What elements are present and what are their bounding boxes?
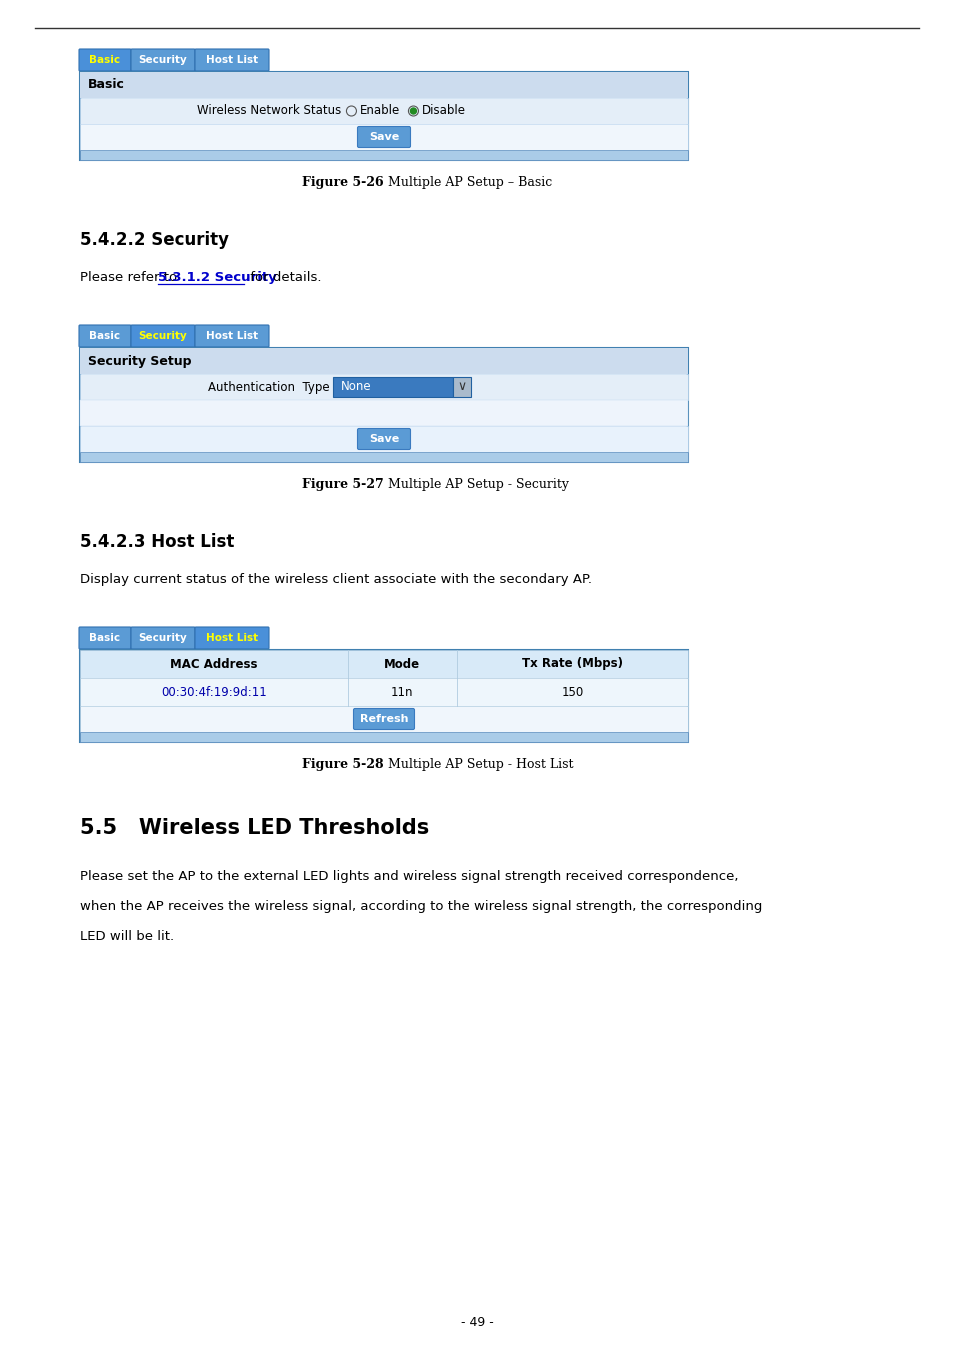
Text: Host List: Host List — [206, 633, 258, 643]
Bar — [80, 124, 687, 150]
Bar — [453, 377, 471, 397]
Bar — [80, 99, 687, 124]
Text: Display current status of the wireless client associate with the secondary AP.: Display current status of the wireless c… — [80, 572, 592, 586]
Text: - 49 -: - 49 - — [460, 1315, 493, 1328]
Text: Save: Save — [369, 433, 398, 444]
Text: MAC Address: MAC Address — [170, 657, 257, 671]
Text: 150: 150 — [560, 686, 583, 698]
Bar — [333, 377, 453, 397]
Text: Enable: Enable — [359, 104, 399, 117]
Text: LED will be lit.: LED will be lit. — [80, 930, 174, 944]
Bar — [81, 350, 686, 460]
Text: Mode: Mode — [384, 657, 420, 671]
Bar — [80, 427, 687, 452]
Bar — [80, 348, 687, 462]
Text: 5.4.2.3 Host List: 5.4.2.3 Host List — [80, 533, 234, 551]
Bar — [80, 706, 687, 732]
Text: Basic: Basic — [90, 633, 120, 643]
Text: 00:30:4f:19:9d:11: 00:30:4f:19:9d:11 — [161, 686, 266, 698]
Text: Basic: Basic — [90, 331, 120, 342]
Text: Tx Rate (Mbps): Tx Rate (Mbps) — [521, 657, 622, 671]
Text: Host List: Host List — [206, 331, 258, 342]
Bar — [80, 348, 687, 374]
FancyBboxPatch shape — [357, 428, 410, 450]
Text: Please set the AP to the external LED lights and wireless signal strength receiv: Please set the AP to the external LED li… — [80, 869, 738, 883]
FancyBboxPatch shape — [79, 626, 131, 649]
Text: Refresh: Refresh — [359, 714, 408, 724]
FancyBboxPatch shape — [194, 626, 269, 649]
FancyBboxPatch shape — [354, 709, 414, 729]
Text: Wireless Network Status: Wireless Network Status — [197, 104, 341, 117]
Text: None: None — [341, 381, 372, 393]
Text: Save: Save — [369, 132, 398, 142]
FancyBboxPatch shape — [357, 127, 410, 147]
Text: when the AP receives the wireless signal, according to the wireless signal stren: when the AP receives the wireless signal… — [80, 900, 761, 913]
Text: Figure 5-28: Figure 5-28 — [302, 757, 384, 771]
Text: Security: Security — [138, 55, 187, 65]
FancyBboxPatch shape — [79, 49, 131, 72]
Text: 11n: 11n — [391, 686, 413, 698]
Text: ∨: ∨ — [457, 381, 466, 393]
FancyBboxPatch shape — [131, 49, 194, 72]
Bar — [80, 649, 687, 678]
Text: Please refer to: Please refer to — [80, 271, 181, 284]
Bar — [81, 73, 686, 158]
Text: Basic: Basic — [90, 55, 120, 65]
Text: Authentication  Type: Authentication Type — [208, 381, 329, 393]
Bar — [80, 400, 687, 427]
Text: 5.4.2.2 Security: 5.4.2.2 Security — [80, 231, 229, 248]
Bar — [80, 732, 687, 742]
Bar — [80, 72, 687, 99]
FancyBboxPatch shape — [194, 49, 269, 72]
Text: Security Setup: Security Setup — [88, 355, 192, 367]
FancyBboxPatch shape — [79, 325, 131, 347]
Bar — [80, 452, 687, 462]
Text: Security: Security — [138, 633, 187, 643]
Text: for details.: for details. — [246, 271, 321, 284]
Text: Host List: Host List — [206, 55, 258, 65]
Text: Figure 5-27: Figure 5-27 — [302, 478, 384, 491]
Text: 5.3.1.2 Security: 5.3.1.2 Security — [158, 271, 276, 284]
Bar — [80, 649, 687, 743]
Text: Figure 5-26: Figure 5-26 — [302, 176, 384, 189]
FancyBboxPatch shape — [194, 325, 269, 347]
Text: Multiple AP Setup - Host List: Multiple AP Setup - Host List — [384, 757, 573, 771]
Bar — [80, 150, 687, 161]
FancyBboxPatch shape — [131, 626, 194, 649]
Bar — [80, 72, 687, 161]
Text: Multiple AP Setup – Basic: Multiple AP Setup – Basic — [384, 176, 552, 189]
Bar — [81, 652, 686, 741]
Text: 5.5   Wireless LED Thresholds: 5.5 Wireless LED Thresholds — [80, 818, 429, 838]
Bar — [80, 678, 687, 706]
Text: Basic: Basic — [88, 78, 125, 92]
Text: Disable: Disable — [421, 104, 465, 117]
Bar — [80, 374, 687, 400]
Text: Multiple AP Setup - Security: Multiple AP Setup - Security — [384, 478, 568, 491]
Circle shape — [410, 108, 416, 113]
FancyBboxPatch shape — [131, 325, 194, 347]
Text: Security: Security — [138, 331, 187, 342]
